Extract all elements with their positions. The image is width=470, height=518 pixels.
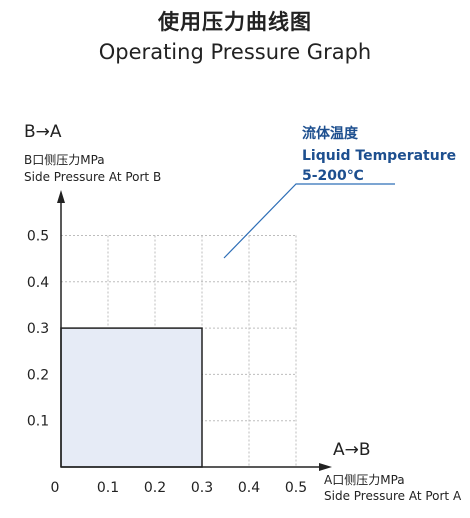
y-axis-direction-label: B→A xyxy=(24,122,62,142)
annotation-leader-line xyxy=(223,183,395,259)
x-tick-label: 0.4 xyxy=(238,480,260,496)
y-axis-label-en: Side Pressure At Port B xyxy=(24,170,161,184)
y-tick-label: 0.3 xyxy=(27,321,49,337)
x-tick-label: 0.3 xyxy=(191,480,213,496)
chart-title-en: Operating Pressure Graph xyxy=(98,40,372,64)
annotation-zh: 流体温度 xyxy=(302,125,359,142)
x-axis-arrow xyxy=(319,463,332,471)
annotation-range: 5-200℃ xyxy=(302,168,364,184)
annotation-en: Liquid Temperature xyxy=(302,148,456,164)
x-axis-label-zh: A口侧压力MPa xyxy=(324,473,405,487)
y-tick-label: 0.4 xyxy=(27,275,49,291)
x-tick-labels: 0 0.1 0.2 0.3 0.4 0.5 xyxy=(51,480,308,496)
y-tick-label: 0.5 xyxy=(27,229,49,245)
y-tick-labels: 0.1 0.2 0.3 0.4 0.5 xyxy=(27,229,49,430)
x-tick-label: 0.1 xyxy=(97,480,119,496)
chart-title-zh: 使用压力曲线图 xyxy=(158,10,312,34)
x-axis-direction-label: A→B xyxy=(333,440,371,460)
x-tick-label: 0.5 xyxy=(285,480,307,496)
operating-region xyxy=(60,327,203,468)
y-axis-arrow xyxy=(57,190,65,203)
axes xyxy=(57,190,332,471)
y-axis-label-zh: B口侧压力MPa xyxy=(24,153,105,167)
x-axis-label-en: Side Pressure At Port A xyxy=(324,489,462,503)
x-tick-label: 0.2 xyxy=(144,480,166,496)
x-tick-label: 0 xyxy=(51,480,60,496)
y-tick-label: 0.1 xyxy=(27,414,49,430)
y-tick-label: 0.2 xyxy=(27,367,49,383)
